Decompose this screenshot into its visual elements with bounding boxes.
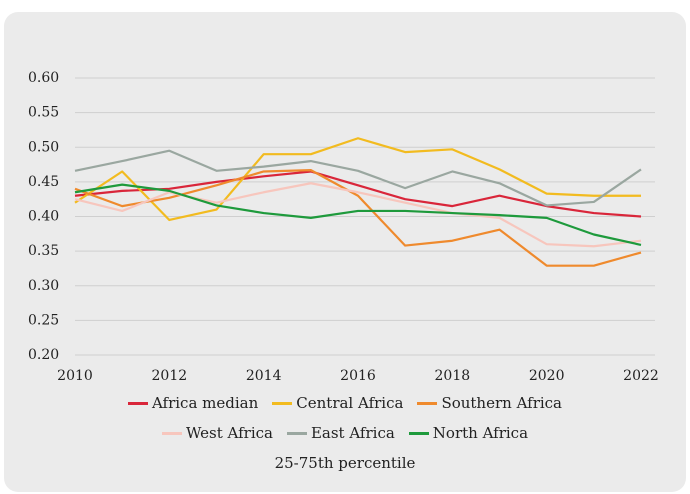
legend-label: East Africa (310, 424, 395, 442)
legend-item: North Africa (408, 424, 529, 442)
panel (4, 12, 686, 492)
legend-row: Africa median Central Africa Southern Afri… (0, 388, 690, 418)
legend-swatch (417, 401, 438, 405)
legend-item: East Africa (286, 424, 395, 442)
legend-swatch (408, 431, 429, 435)
legend-swatch (272, 401, 293, 405)
y-tick-label: 0.55 (28, 105, 59, 121)
legend-label: Southern Africa (441, 394, 563, 412)
y-tick-label: 0.25 (28, 312, 59, 328)
series-line (74, 137, 641, 222)
y-tick-label: 0.40 (28, 209, 59, 225)
series-line (74, 169, 642, 267)
y-tick-label: 0.45 (28, 174, 59, 190)
x-tick-label: 2016 (340, 368, 376, 384)
legend: Africa median Central Africa Southern Afri… (0, 388, 690, 478)
y-tick-label: 0.60 (28, 70, 59, 86)
y-tick-label: 0.30 (28, 278, 59, 294)
legend-item: Central Africa (272, 394, 403, 412)
legend-item: Southern Africa (417, 394, 562, 412)
x-tick-label: 2022 (623, 368, 659, 384)
chart: 0.20 0.25 0.30 0.35 0.40 0.45 0.50 0.55 0.60 2010… (28, 70, 659, 384)
legend-swatch (161, 431, 182, 435)
x-tick-label: 2012 (152, 368, 188, 384)
y-tick-label: 0.35 (28, 243, 59, 259)
legend-item: West Africa (161, 424, 273, 442)
x-tick-label: 2020 (529, 368, 565, 384)
y-tick-label: 0.50 (28, 139, 59, 155)
legend-swatch (127, 401, 148, 405)
series-line (74, 183, 642, 246)
series-line (74, 149, 642, 207)
legend-row: 25-75th percentile (0, 448, 690, 478)
legend-note: 25-75th percentile (274, 454, 416, 472)
legend-swatch (286, 431, 307, 435)
legend-label: Africa median (151, 394, 259, 412)
y-tick-label: 0.20 (28, 347, 59, 363)
legend-label: North Africa (432, 424, 529, 442)
legend-row: West Africa East Africa North Africa (0, 418, 690, 448)
x-tick-label: 2010 (57, 368, 93, 384)
legend-label: Central Africa (296, 394, 404, 412)
x-tick-label: 2014 (246, 368, 282, 384)
legend-label: West Africa (185, 424, 273, 442)
legend-item: Africa median (127, 394, 259, 412)
x-tick-label: 2018 (435, 368, 471, 384)
series-line (74, 182, 642, 248)
